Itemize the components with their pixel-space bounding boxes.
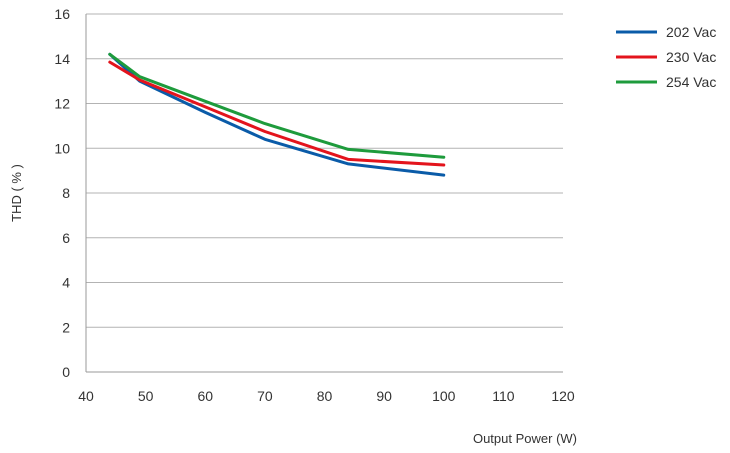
y-axis-title: THD ( % ) (9, 164, 24, 222)
x-tick-label: 80 (317, 388, 333, 404)
x-tick-label: 100 (432, 388, 456, 404)
series-line-230-vac (108, 60, 446, 167)
tick-labels: 0 2 4 6 8 10 12 14 16 40 50 60 70 80 90 100 110 120 (54, 6, 574, 404)
y-tick-label: 12 (54, 96, 70, 112)
x-axis-title: Output Power (W) (473, 431, 577, 446)
legend-item: 230 Vac (616, 49, 716, 65)
grid-lines (86, 13, 563, 328)
y-tick-label: 14 (54, 51, 70, 67)
series-line-202-vac (108, 52, 446, 177)
y-tick-label: 16 (54, 6, 70, 22)
legend-item: 202 Vac (616, 24, 716, 40)
y-tick-label: 8 (62, 185, 70, 201)
x-tick-label: 40 (78, 388, 94, 404)
x-tick-label: 110 (492, 388, 515, 404)
y-tick-label: 0 (62, 364, 70, 380)
x-tick-label: 120 (551, 388, 575, 404)
legend-item: 254 Vac (616, 74, 716, 90)
legend-label: 254 Vac (666, 74, 716, 90)
y-tick-label: 4 (62, 275, 70, 291)
legend-label: 230 Vac (666, 49, 716, 65)
legend: 202 Vac 230 Vac 254 Vac (616, 24, 716, 90)
x-tick-label: 60 (197, 388, 213, 404)
x-tick-label: 90 (376, 388, 392, 404)
series-line-254-vac (108, 52, 446, 159)
y-tick-label: 2 (62, 319, 70, 335)
x-tick-label: 70 (257, 388, 273, 404)
x-tick-label: 50 (138, 388, 154, 404)
legend-label: 202 Vac (666, 24, 716, 40)
y-tick-label: 6 (62, 230, 70, 246)
series-lines (108, 52, 446, 177)
axes (85, 14, 563, 373)
y-tick-label: 10 (54, 140, 70, 156)
